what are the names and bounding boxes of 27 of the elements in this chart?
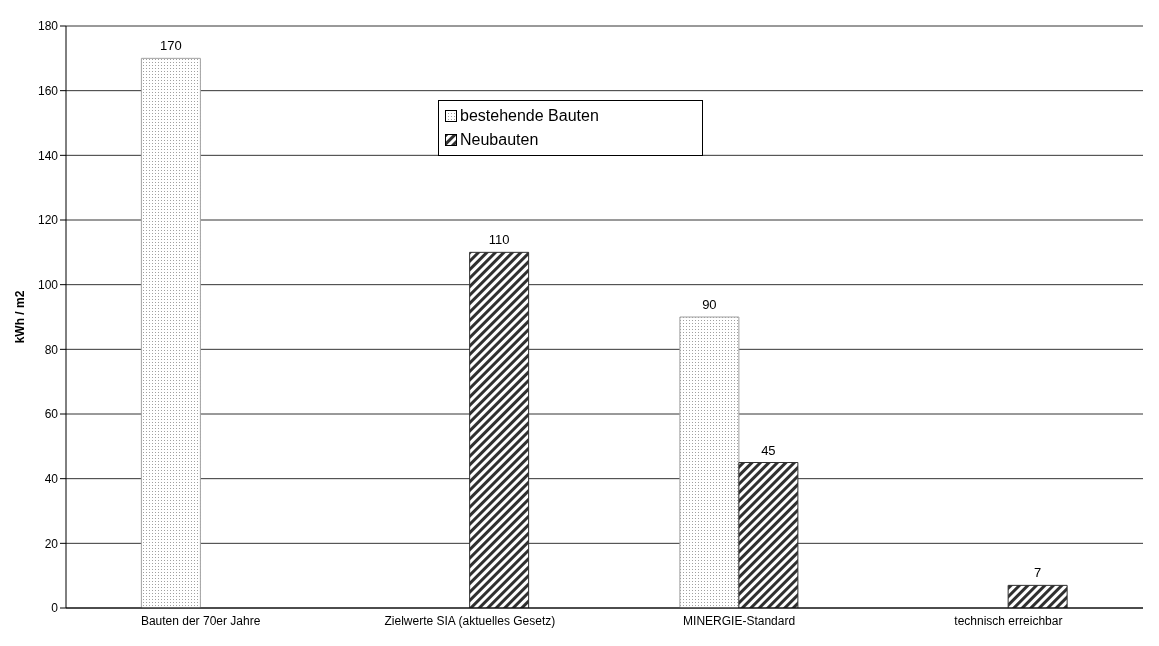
bar — [679, 316, 740, 608]
data-label: 45 — [761, 442, 776, 458]
y-tick-label: 120 — [37, 213, 59, 228]
y-tick-label: 100 — [37, 277, 59, 292]
y-tick-label: 20 — [44, 536, 59, 551]
data-label: 90 — [702, 297, 717, 312]
x-tick-label: MINERGIE-Standard — [683, 613, 796, 628]
data-label: 170 — [160, 38, 182, 54]
bar — [469, 251, 530, 608]
bar — [738, 462, 799, 608]
y-tick-label: 0 — [51, 601, 59, 616]
legend-label: Neubauten — [460, 131, 539, 149]
y-tick-label: 180 — [37, 19, 59, 34]
x-tick-label: Zielwerte SIA (aktuelles Gesetz) — [384, 613, 556, 628]
x-tick-label: technisch erreichbar — [954, 613, 1063, 628]
legend-label: bestehende Bauten — [460, 107, 599, 125]
bar — [140, 57, 201, 608]
data-label: 110 — [488, 232, 510, 248]
bar — [1007, 584, 1068, 608]
y-tick-label: 160 — [37, 83, 59, 98]
y-tick-label: 60 — [44, 407, 59, 422]
data-label: 7 — [1034, 565, 1042, 581]
y-tick-label: 140 — [37, 148, 59, 163]
x-tick-label: Bauten der 70er Jahre — [140, 613, 261, 628]
y-axis-title: kWh / m2 — [13, 290, 28, 344]
y-tick-label: 40 — [44, 471, 59, 486]
y-tick-label: 80 — [44, 342, 59, 357]
